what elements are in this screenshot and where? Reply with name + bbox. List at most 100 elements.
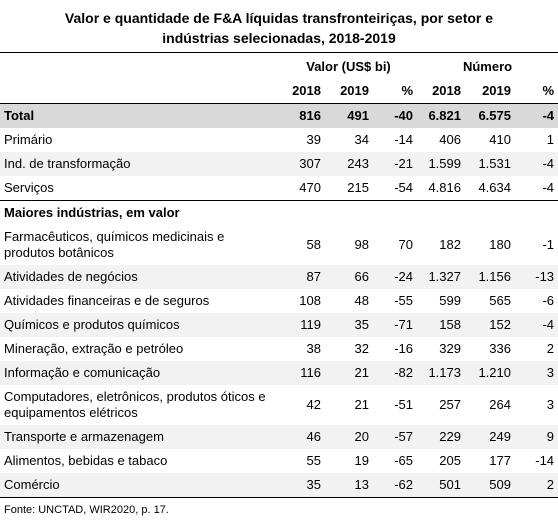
row-label: Ind. de transformação <box>0 152 280 176</box>
cell: 4.816 <box>428 180 461 195</box>
row-label: Mineração, extração e petróleo <box>4 341 184 356</box>
cell: -4 <box>515 152 558 176</box>
table-row: Total 816 491 -40 6.821 6.575 -4 <box>0 103 558 128</box>
cell: -57 <box>373 425 417 449</box>
cell: 336 <box>489 341 511 356</box>
column-header: 2019 <box>465 79 515 104</box>
cell: 410 <box>489 132 511 147</box>
table-row: Informação e comunicação 116 21 -82 1.173 1.2… <box>0 361 558 385</box>
cell: -4 <box>515 313 558 337</box>
cell: -51 <box>394 397 413 412</box>
cell: -62 <box>373 473 417 498</box>
column-header: 2018 <box>417 79 465 104</box>
cell: 599 <box>439 293 461 308</box>
table-row: Primário 39 34 -14 406 410 1 <box>0 128 558 152</box>
cell: -40 <box>373 103 417 128</box>
table-row: Serviços 470 215 -54 4.816 4.634 -4 <box>0 176 558 201</box>
cell: 6.821 <box>417 103 465 128</box>
row-label: Atividades financeiras e de seguros <box>4 293 210 308</box>
header-row: Valor (US$ bi) Número <box>0 52 558 79</box>
row-label: Atividades de negócios <box>0 265 280 289</box>
cell: 39 <box>306 132 321 147</box>
cell: 32 <box>354 341 369 356</box>
cell: -4 <box>515 103 558 128</box>
cell: -16 <box>394 341 413 356</box>
cell: 816 <box>280 103 325 128</box>
cell: -14 <box>535 453 555 468</box>
column-header: % <box>515 79 558 104</box>
cell: 6.575 <box>465 103 515 128</box>
cell: 229 <box>417 425 465 449</box>
cell: 2 <box>515 473 558 498</box>
table-row: Químicos e produtos químicos 119 35 -71 158 1… <box>0 313 558 337</box>
cell: 21 <box>325 361 373 385</box>
data-table: Valor (US$ bi) Número 2018 2019 % 2018 2… <box>0 52 558 498</box>
cell: 35 <box>280 473 325 498</box>
cell: -1 <box>542 237 555 252</box>
cell: 329 <box>439 341 461 356</box>
cell: 21 <box>354 397 369 412</box>
table-row: Computadores, eletrônicos, produtos ótic… <box>0 385 558 425</box>
table-row: Atividades financeiras e de seguros 108 48… <box>0 289 558 313</box>
cell: 1.599 <box>417 152 465 176</box>
cell: 87 <box>280 265 325 289</box>
cell: 4.634 <box>478 180 511 195</box>
cell: 108 <box>299 293 321 308</box>
section-row: Maiores indústrias, em valor <box>0 200 558 225</box>
cell: 46 <box>280 425 325 449</box>
cell: 116 <box>280 361 325 385</box>
column-header: 2018 <box>280 79 325 104</box>
table-row: Alimentos, bebidas e tabaco 55 19 -65 205 177… <box>0 449 558 473</box>
cell: 406 <box>439 132 461 147</box>
table-row: Ind. de transformação 307 243 -21 1.599 1.531… <box>0 152 558 176</box>
cell: 1.156 <box>465 265 515 289</box>
cell: 205 <box>439 453 461 468</box>
cell: -14 <box>394 132 413 147</box>
cell: 243 <box>325 152 373 176</box>
cell: 565 <box>489 293 511 308</box>
cell: 19 <box>354 453 369 468</box>
cell: 180 <box>489 237 511 252</box>
cell: 1.173 <box>417 361 465 385</box>
cell: -24 <box>373 265 417 289</box>
row-label: Comércio <box>0 473 280 498</box>
cell: 264 <box>489 397 511 412</box>
column-header: 2019 <box>325 79 373 104</box>
column-header: % <box>373 79 417 104</box>
cell: -6 <box>542 293 555 308</box>
cell: 70 <box>398 237 413 252</box>
cell: 1.327 <box>417 265 465 289</box>
cell: -54 <box>394 180 413 195</box>
cell: 158 <box>417 313 465 337</box>
cell: 20 <box>325 425 373 449</box>
cell: 38 <box>306 341 321 356</box>
cell: 3 <box>546 397 555 412</box>
cell: 177 <box>489 453 511 468</box>
cell: 42 <box>306 397 321 412</box>
cell: 48 <box>354 293 369 308</box>
cell: 491 <box>325 103 373 128</box>
table-row: Comércio 35 13 -62 501 509 2 <box>0 473 558 498</box>
row-label: Farmacêuticos, químicos medicinais e pro… <box>4 229 225 260</box>
source-note: Fonte: UNCTAD, WIR2020, p. 17. <box>4 504 169 516</box>
cell: 58 <box>306 237 321 252</box>
cell: 152 <box>465 313 515 337</box>
cell: 182 <box>439 237 461 252</box>
group-header: Número <box>417 52 558 79</box>
title: Valor e quantidade de F&A líquidas trans… <box>64 10 494 46</box>
cell: -82 <box>373 361 417 385</box>
cell: 34 <box>354 132 369 147</box>
row-label: Transporte e armazenagem <box>0 425 280 449</box>
cell: -55 <box>394 293 413 308</box>
cell: 55 <box>306 453 321 468</box>
group-header: Valor (US$ bi) <box>280 52 417 79</box>
table-row: Mineração, extração e petróleo 38 32 -16 329… <box>0 337 558 361</box>
cell: 66 <box>325 265 373 289</box>
row-label: Primário <box>4 132 53 147</box>
cell: -13 <box>515 265 558 289</box>
cell: 470 <box>299 180 321 195</box>
cell: -71 <box>373 313 417 337</box>
row-label: Computadores, eletrônicos, produtos ótic… <box>4 389 266 420</box>
cell: 2 <box>546 341 555 356</box>
